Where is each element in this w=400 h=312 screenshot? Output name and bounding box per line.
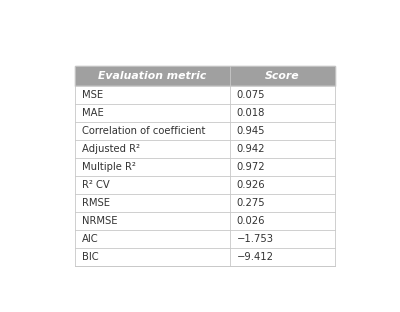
Text: 0.972: 0.972 (236, 162, 265, 172)
Text: Correlation of coefficient: Correlation of coefficient (82, 126, 205, 136)
Text: Score: Score (265, 71, 300, 81)
Bar (75, 248, 335, 266)
Text: R² CV: R² CV (82, 180, 109, 190)
Text: −9.412: −9.412 (236, 252, 274, 262)
Text: NRMSE: NRMSE (82, 216, 117, 226)
Bar (75, 176, 335, 194)
Text: 0.945: 0.945 (236, 126, 265, 136)
Bar (75, 66, 335, 86)
Text: 0.075: 0.075 (236, 90, 265, 100)
Text: −1.753: −1.753 (236, 234, 274, 244)
Text: Evaluation metric: Evaluation metric (98, 71, 206, 81)
Bar (75, 212, 335, 230)
Text: BIC: BIC (82, 252, 98, 262)
Text: 0.026: 0.026 (236, 216, 265, 226)
Text: MAE: MAE (82, 108, 103, 118)
Bar (75, 122, 335, 140)
Text: 0.926: 0.926 (236, 180, 265, 190)
Text: 0.275: 0.275 (236, 198, 265, 208)
Text: AIC: AIC (82, 234, 98, 244)
Bar (75, 158, 335, 176)
Text: RMSE: RMSE (82, 198, 110, 208)
Bar (75, 230, 335, 248)
Text: Adjusted R²: Adjusted R² (82, 144, 140, 154)
Text: 0.018: 0.018 (236, 108, 265, 118)
Text: 0.942: 0.942 (236, 144, 265, 154)
Bar (75, 140, 335, 158)
Bar (75, 104, 335, 122)
Bar (75, 194, 335, 212)
Text: MSE: MSE (82, 90, 103, 100)
Bar (75, 86, 335, 104)
Text: Multiple R²: Multiple R² (82, 162, 136, 172)
